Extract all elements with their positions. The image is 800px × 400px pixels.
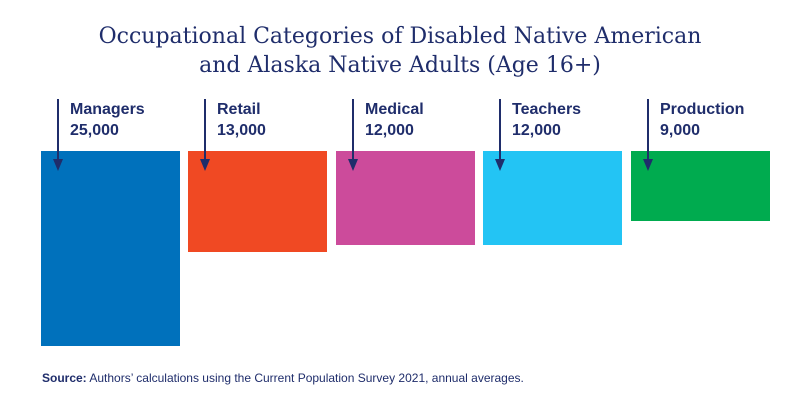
chart-title: Occupational Categories of Disabled Nati… xyxy=(0,22,800,80)
chart-title-line-1: Occupational Categories of Disabled Nati… xyxy=(98,24,702,49)
value-label: 12,000 xyxy=(365,122,414,139)
bar-label-medical: Medical 12,000 xyxy=(365,99,424,141)
category-label: Production xyxy=(660,101,745,118)
category-label: Retail xyxy=(217,101,261,118)
bar-teachers xyxy=(483,151,622,245)
value-label: 13,000 xyxy=(217,122,266,139)
bar-production xyxy=(631,151,770,221)
source-text: Authors’ calculations using the Current … xyxy=(86,371,524,385)
bar-label-retail: Retail 13,000 xyxy=(217,99,266,141)
arrow-production xyxy=(643,99,653,171)
bar-managers xyxy=(41,151,180,346)
category-label: Medical xyxy=(365,101,424,118)
value-label: 12,000 xyxy=(512,122,561,139)
bar-label-managers: Managers 25,000 xyxy=(70,99,145,141)
category-label: Teachers xyxy=(512,101,582,118)
chart-title-line-2: and Alaska Native Adults (Age 16+) xyxy=(199,53,601,78)
arrow-teachers xyxy=(495,99,505,171)
source-label: Source: xyxy=(42,371,87,385)
value-label: 25,000 xyxy=(70,122,119,139)
bar-retail xyxy=(188,151,327,252)
bar-medical xyxy=(336,151,475,245)
bar-label-production: Production 9,000 xyxy=(660,99,744,141)
bar-label-teachers: Teachers 12,000 xyxy=(512,99,581,141)
source-note: Source: Authors’ calculations using the … xyxy=(42,371,524,385)
value-label: 9,000 xyxy=(660,122,701,139)
arrow-managers xyxy=(53,99,63,171)
category-label: Managers xyxy=(70,101,145,118)
arrow-retail xyxy=(200,99,210,171)
arrow-medical xyxy=(348,99,358,171)
